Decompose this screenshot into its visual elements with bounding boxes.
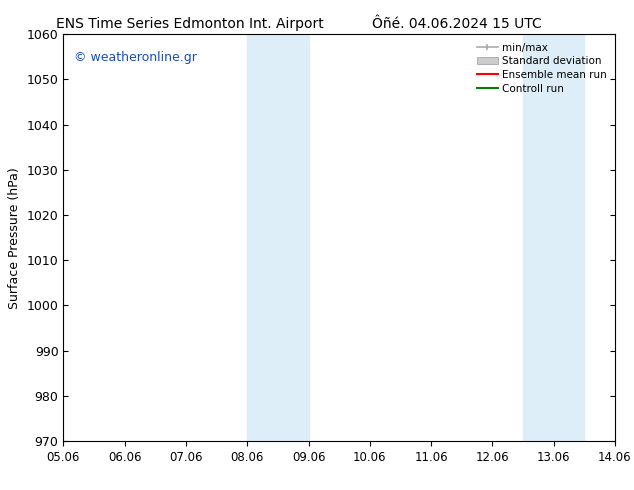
Text: Ôñé. 04.06.2024 15 UTC: Ôñé. 04.06.2024 15 UTC [372,17,541,31]
Legend: min/max, Standard deviation, Ensemble mean run, Controll run: min/max, Standard deviation, Ensemble me… [474,40,610,97]
Bar [523,34,585,441]
Bar [247,34,309,441]
Y-axis label: Surface Pressure (hPa): Surface Pressure (hPa) [8,167,21,309]
Text: © weatheronline.gr: © weatheronline.gr [74,50,197,64]
Text: ENS Time Series Edmonton Int. Airport: ENS Time Series Edmonton Int. Airport [56,17,324,31]
